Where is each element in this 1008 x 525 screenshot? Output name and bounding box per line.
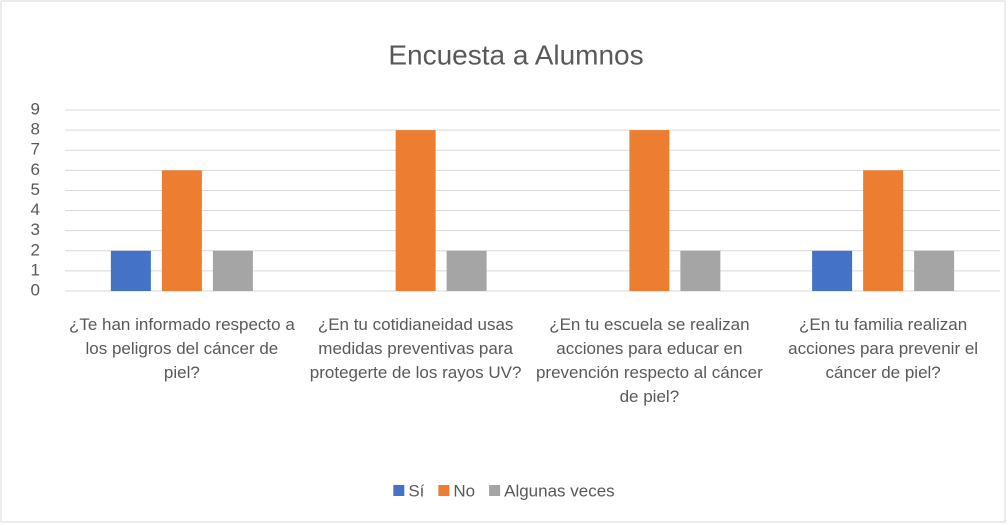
- legend-swatch: [438, 485, 450, 496]
- chart-title: Encuesta a Alumnos: [388, 39, 643, 70]
- bar: [863, 170, 904, 291]
- bar: [395, 130, 436, 291]
- legend-swatch: [393, 485, 405, 496]
- y-tick-label: 0: [31, 280, 40, 299]
- bar: [812, 250, 853, 291]
- y-tick-label: 9: [31, 99, 40, 118]
- legend-label: Algunas veces: [504, 481, 615, 500]
- y-tick-label: 3: [31, 220, 40, 239]
- legend-label: No: [453, 481, 475, 500]
- y-tick-label: 8: [31, 120, 40, 139]
- bar: [110, 250, 151, 291]
- bar: [629, 130, 670, 291]
- bar: [914, 250, 955, 291]
- y-tick-label: 1: [31, 260, 40, 279]
- y-tick-label: 5: [31, 180, 40, 199]
- bar: [212, 250, 253, 291]
- bar: [446, 250, 487, 291]
- bar: [161, 170, 202, 291]
- y-tick-label: 2: [31, 240, 40, 259]
- y-tick-label: 6: [31, 160, 40, 179]
- y-tick-label: 7: [31, 140, 40, 159]
- x-tick-label: ¿Te han informado respecto a los peligro…: [68, 315, 295, 382]
- bar: [680, 250, 721, 291]
- x-tick-label: ¿En tu familia realizan acciones para pr…: [788, 315, 979, 382]
- x-tick-label: ¿En tu escuela se realizan acciones para…: [535, 315, 763, 406]
- legend-swatch: [489, 485, 501, 496]
- legend-label: Sí: [408, 481, 424, 500]
- x-tick-label: ¿En tu cotidianeidad usas medidas preven…: [309, 315, 522, 382]
- y-tick-label: 4: [31, 200, 40, 219]
